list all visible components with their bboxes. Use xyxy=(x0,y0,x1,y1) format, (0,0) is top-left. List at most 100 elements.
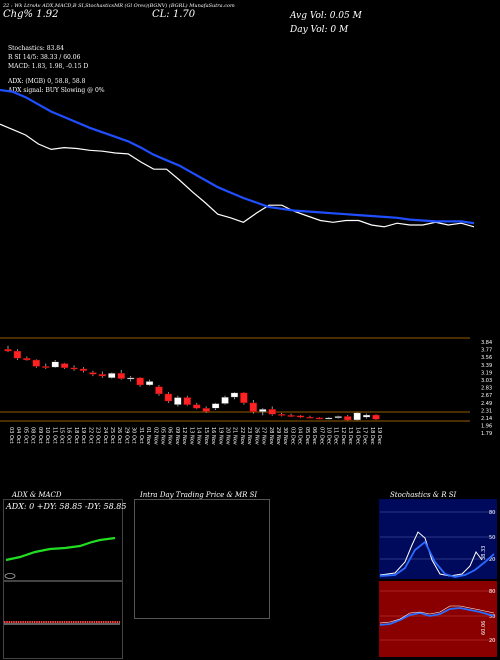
price-tick: 3.56 xyxy=(481,355,492,361)
date-tick: 22 Oct xyxy=(87,427,93,444)
candle-body xyxy=(334,416,342,419)
main-chart: 3.84 3.773.56 3.393.19 3.03 2.832.67 2.492.31… xyxy=(0,88,492,445)
macd-readout: MACD: 1.83, 1.98, -0.15 D xyxy=(8,63,89,70)
header-line: 22 : Wk LtrsAv ADX,MACD,B SI,Stochastics… xyxy=(3,3,235,9)
candle-body xyxy=(193,404,201,409)
date-tick: 18 Oct xyxy=(73,427,79,444)
date-tick: 05 Oct xyxy=(22,427,28,444)
candle-body xyxy=(60,363,69,369)
date-tick: 29 Oct xyxy=(123,427,129,444)
date-tick: 09 Oct xyxy=(37,427,43,444)
date-tick: 16 Oct xyxy=(66,427,72,444)
date-tick: 03 Oct xyxy=(8,427,14,444)
date-tick: 22 Nov xyxy=(239,427,245,445)
date-tick: 30 Oct xyxy=(131,427,137,444)
date-tick: 14 Nov xyxy=(196,427,202,445)
rsi-tick: 80 xyxy=(489,589,495,595)
date-tick: 16 Nov xyxy=(210,427,216,445)
date-tick: 05 Nov xyxy=(160,427,166,445)
adx-signal-readout: ADX signal: BUY Slowing @ 0% xyxy=(8,87,105,94)
candle-body xyxy=(145,381,154,386)
candle-body xyxy=(174,397,182,405)
candle-body xyxy=(108,373,116,379)
date-tick: 12 Nov xyxy=(181,427,187,445)
candle-body xyxy=(315,417,324,420)
candle-body xyxy=(13,350,22,359)
date-tick: 06 Nov xyxy=(167,427,173,445)
date-tick: 15 Nov xyxy=(203,427,209,445)
stoch-tick: 20 xyxy=(489,557,495,563)
candle-body xyxy=(362,414,371,418)
adx-panel xyxy=(3,499,123,581)
stoch-tick: 50 xyxy=(489,535,495,541)
date-tick: 14 Dec xyxy=(354,427,360,445)
rsi-value-label: 60.06 xyxy=(481,621,487,635)
price-line xyxy=(0,123,475,228)
candle-body xyxy=(89,372,97,375)
candle-body xyxy=(23,358,31,361)
date-tick: 10 Dec xyxy=(325,427,331,445)
date-tick: 05 Dec xyxy=(304,427,310,445)
price-tick: 2.83 xyxy=(481,386,492,392)
date-tick: 30 Nov xyxy=(282,427,288,445)
adx-panel-readout: ADX: 0 +DY: 58.85 -DY: 58.85 xyxy=(6,502,127,511)
price-tick: 1.96 xyxy=(481,424,492,430)
candle-body xyxy=(277,414,286,416)
avg-vol-label: Avg Vol: 0.05 M xyxy=(290,11,362,21)
candle-body xyxy=(249,402,258,412)
date-tick: 17 Dec xyxy=(362,427,368,445)
date-tick: 19 Dec xyxy=(376,427,382,445)
date-tick: 13 Nov xyxy=(188,427,194,445)
date-tick: 18 Dec xyxy=(369,427,375,445)
stoch-panel-title: Stochastics & R SI xyxy=(390,491,457,499)
macd-panel xyxy=(3,581,123,659)
adx-panel-title: ADX & MACD xyxy=(12,491,62,499)
candle-body xyxy=(32,359,41,367)
date-tick: 01 Nov xyxy=(145,427,151,445)
date-tick: 08 Oct xyxy=(30,427,36,444)
stoch-d-line xyxy=(379,540,495,578)
candle-body xyxy=(70,367,78,370)
date-tick: 04 Dec xyxy=(297,427,303,445)
candle-body xyxy=(51,361,59,368)
price-tick: 2.14 xyxy=(481,416,492,422)
candle-body xyxy=(79,368,88,371)
candle-body xyxy=(117,373,125,379)
date-tick: 26 Oct xyxy=(116,427,122,444)
price-tick: 2.49 xyxy=(481,401,492,407)
candle-body xyxy=(155,386,163,395)
rsi-tick: 20 xyxy=(489,638,495,644)
candle-body xyxy=(353,412,361,421)
date-tick: 06 Dec xyxy=(311,427,317,445)
chg-label: Chg% 1.92 xyxy=(3,9,59,20)
candle-body xyxy=(164,393,173,402)
date-tick: 07 Dec xyxy=(318,427,324,445)
candle-body xyxy=(306,416,314,419)
stoch-value-label: 38.33 xyxy=(481,546,487,560)
price-tick: 3.39 xyxy=(481,363,492,369)
price-tick: 3.19 xyxy=(481,370,492,376)
date-tick: 12 Dec xyxy=(340,427,346,445)
candle-body xyxy=(325,417,333,420)
date-tick: 15 Oct xyxy=(59,427,65,444)
date-tick: 25 Oct xyxy=(109,427,115,444)
candle-body xyxy=(4,349,12,352)
intraday-panel-title: Intra Day Trading Price & MR SI xyxy=(140,491,258,499)
candle-body xyxy=(372,414,380,420)
date-tick: 10 Oct xyxy=(44,427,50,444)
si-readout: R SI 14/5: 38.33 / 60.06 xyxy=(8,54,81,61)
date-tick: 24 Oct xyxy=(102,427,108,444)
date-tick: 26 Nov xyxy=(253,427,259,445)
candle-body xyxy=(221,396,229,404)
date-tick: 27 Nov xyxy=(261,427,267,445)
date-tick: 02 Nov xyxy=(152,427,158,445)
price-tick: 3.84 xyxy=(481,340,492,346)
price-tick: 3.03 xyxy=(481,378,492,384)
candle-body xyxy=(136,377,144,386)
date-tick: 19 Nov xyxy=(217,427,223,445)
candle-body xyxy=(211,403,220,409)
rsi-tick: 50 xyxy=(489,614,495,620)
candle-body xyxy=(126,377,135,380)
candle-body xyxy=(98,374,107,377)
